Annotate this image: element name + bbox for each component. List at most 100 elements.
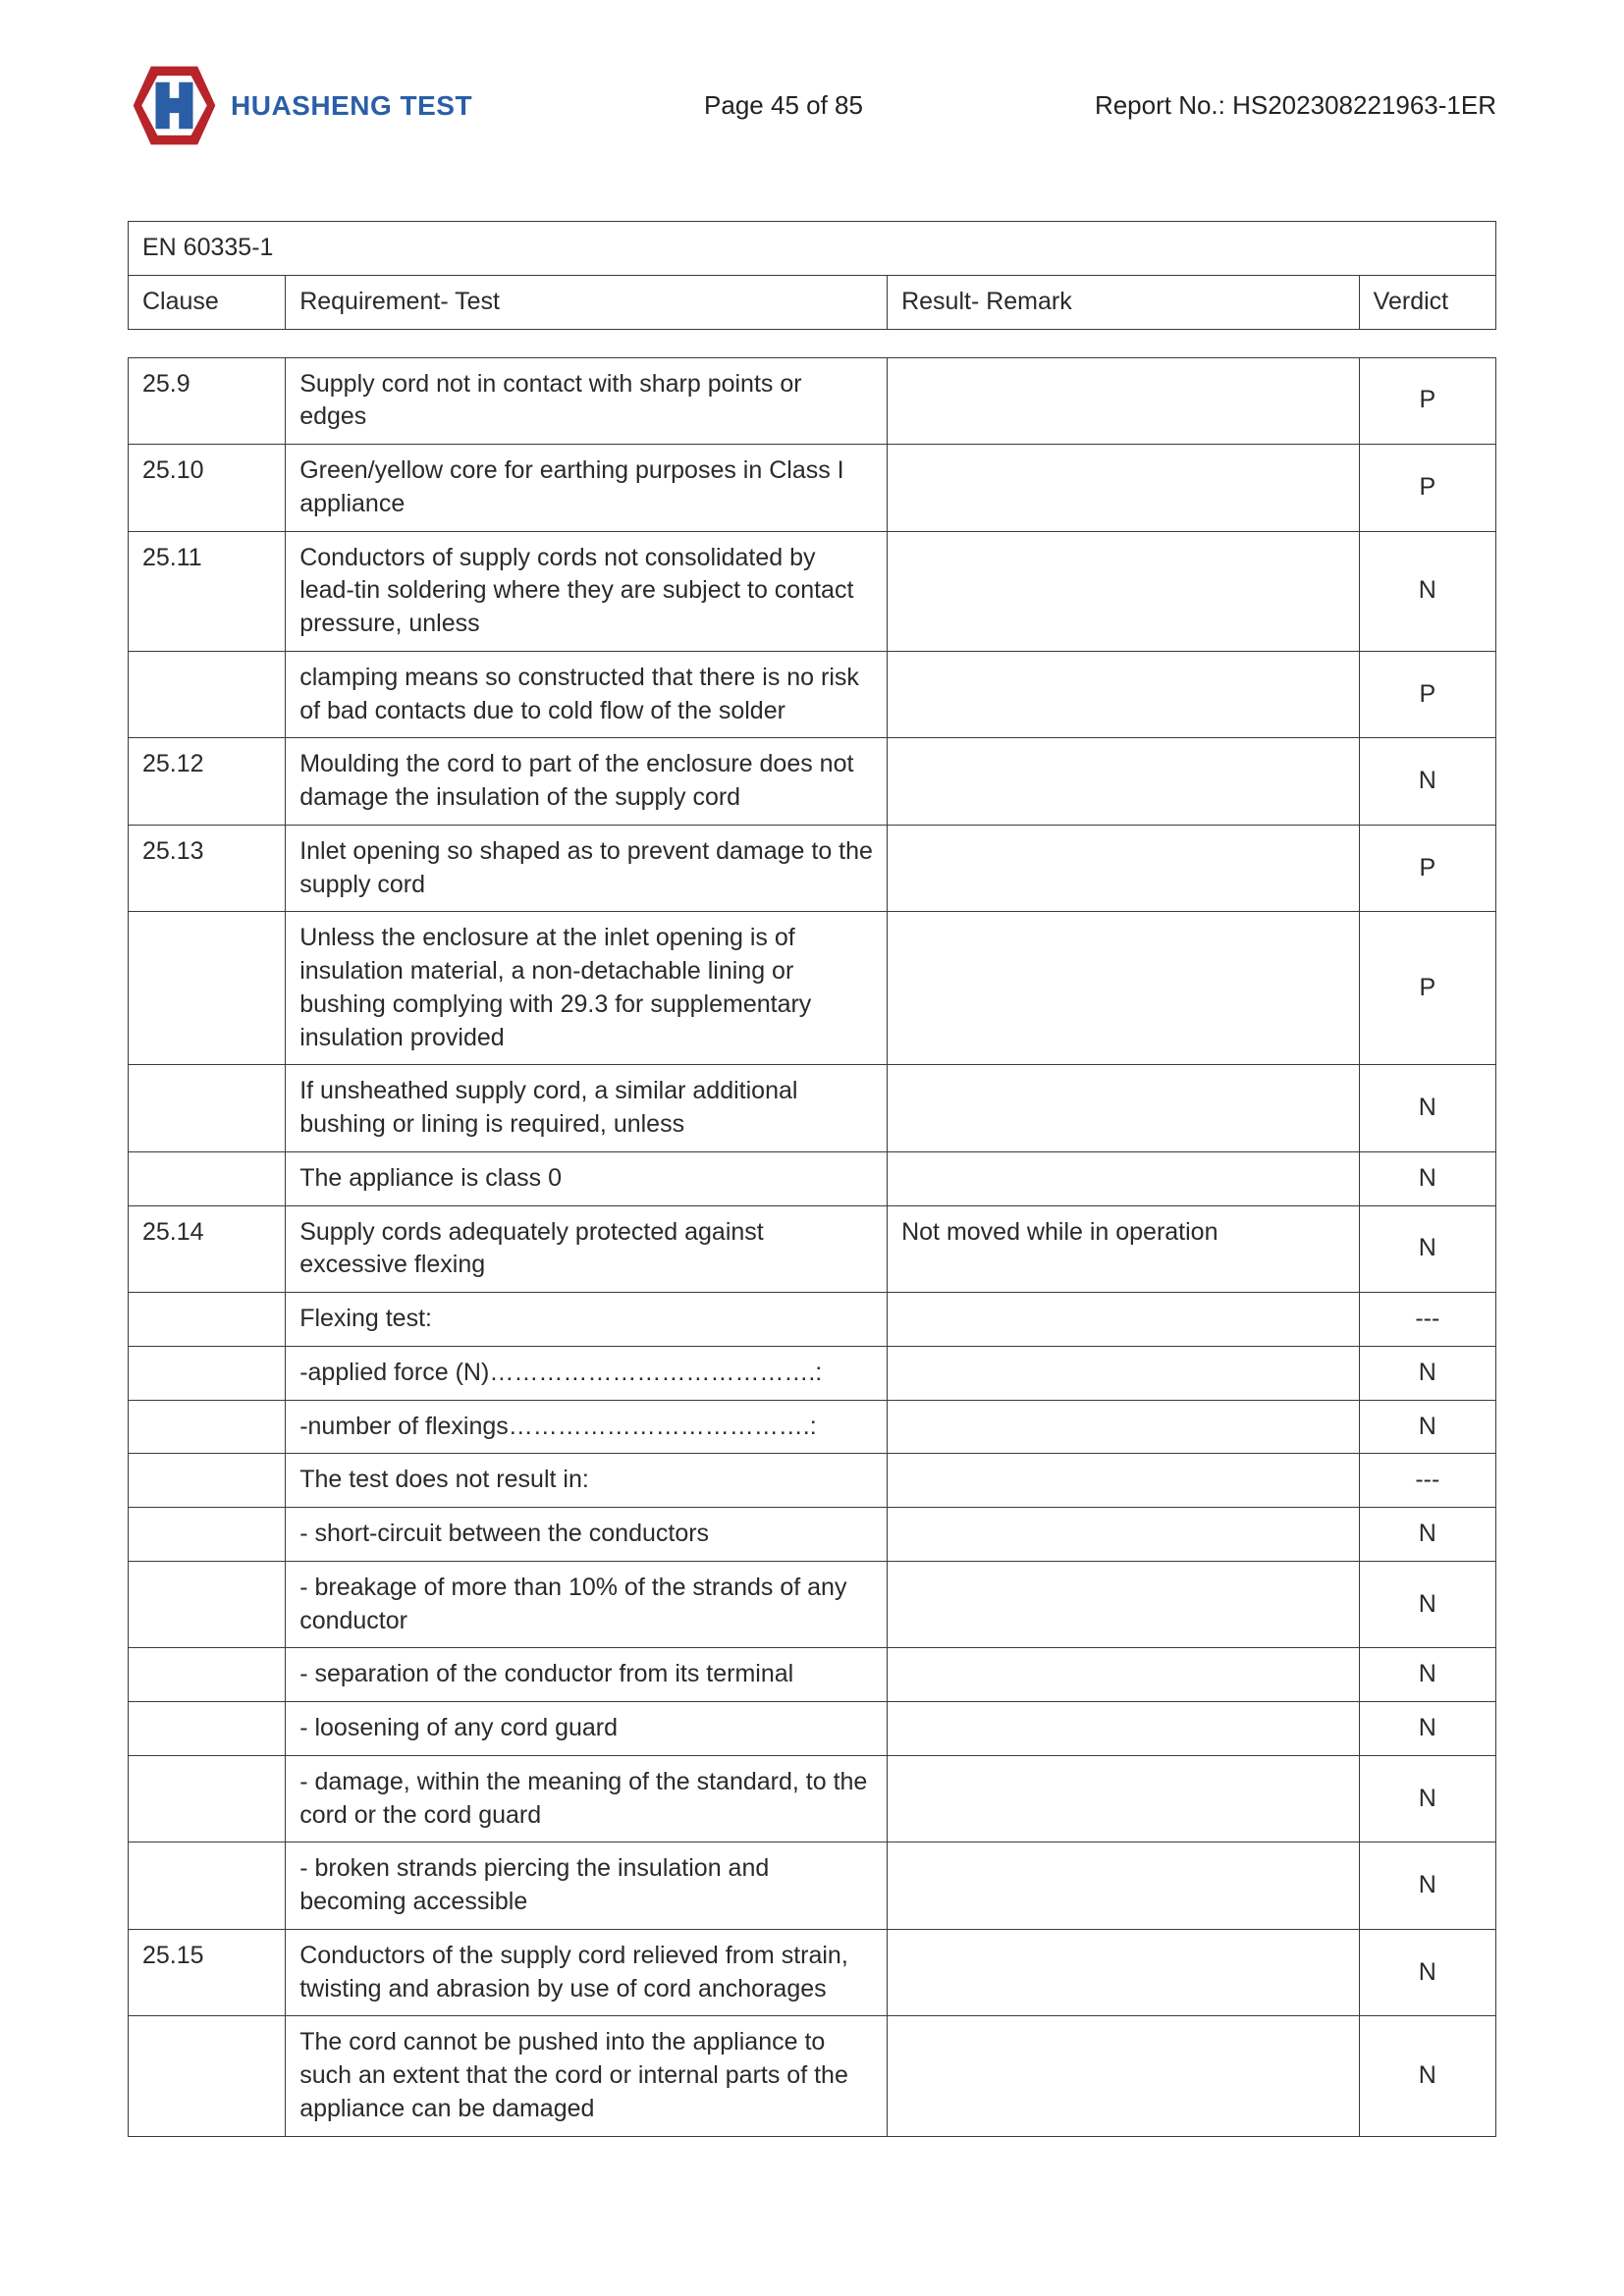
table-row: The test does not result in: --- — [129, 1454, 1496, 1508]
verdict-cell: N — [1359, 1346, 1495, 1400]
clause-cell — [129, 2016, 286, 2136]
requirement-cell: Flexing test: — [286, 1293, 888, 1347]
verdict-cell: N — [1359, 1648, 1495, 1702]
requirement-cell: Conductors of the supply cord relieved f… — [286, 1929, 888, 2016]
result-cell — [888, 2016, 1360, 2136]
clause-cell — [129, 1702, 286, 1756]
result-cell — [888, 1400, 1360, 1454]
clause-cell — [129, 1065, 286, 1152]
verdict-cell: N — [1359, 1842, 1495, 1930]
requirement-cell: -number of flexings……………………………….: — [286, 1400, 888, 1454]
clause-cell — [129, 1400, 286, 1454]
result-cell: Not moved while in operation — [888, 1205, 1360, 1293]
result-cell — [888, 1648, 1360, 1702]
table-row: EN 60335-1 — [129, 222, 1496, 276]
clause-cell — [129, 1755, 286, 1842]
clause-cell — [129, 912, 286, 1065]
requirement-cell: - broken strands piercing the insulation… — [286, 1842, 888, 1930]
requirement-cell: Supply cords adequately protected agains… — [286, 1205, 888, 1293]
result-cell — [888, 651, 1360, 738]
result-cell — [888, 1842, 1360, 1930]
verdict-cell: P — [1359, 825, 1495, 912]
verdict-cell: N — [1359, 1561, 1495, 1648]
clause-cell — [129, 1293, 286, 1347]
result-cell — [888, 445, 1360, 532]
clause-cell — [129, 1842, 286, 1930]
table-row: - separation of the conductor from its t… — [129, 1648, 1496, 1702]
requirement-cell: - breakage of more than 10% of the stran… — [286, 1561, 888, 1648]
verdict-cell: N — [1359, 1508, 1495, 1562]
clause-cell — [129, 1346, 286, 1400]
clause-cell — [129, 1151, 286, 1205]
verdict-cell: N — [1359, 738, 1495, 826]
requirement-cell: Moulding the cord to part of the enclosu… — [286, 738, 888, 826]
page-container: HUASHENG TEST Page 45 of 85 Report No.: … — [0, 0, 1624, 2196]
result-cell — [888, 1702, 1360, 1756]
clause-cell: 25.12 — [129, 738, 286, 826]
header-table: EN 60335-1 Clause Requirement- Test Resu… — [128, 221, 1496, 330]
verdict-cell: P — [1359, 357, 1495, 445]
requirement-cell: Conductors of supply cords not consolida… — [286, 531, 888, 651]
requirement-cell: Inlet opening so shaped as to prevent da… — [286, 825, 888, 912]
requirement-cell: Unless the enclosure at the inlet openin… — [286, 912, 888, 1065]
verdict-cell: --- — [1359, 1454, 1495, 1508]
table-row: The appliance is class 0N — [129, 1151, 1496, 1205]
logo-block: HUASHENG TEST — [128, 59, 472, 152]
result-cell — [888, 1346, 1360, 1400]
table-row: - broken strands piercing the insulation… — [129, 1842, 1496, 1930]
requirement-cell: -applied force (N)………………………………….: — [286, 1346, 888, 1400]
result-cell — [888, 1929, 1360, 2016]
requirement-cell: If unsheathed supply cord, a similar add… — [286, 1065, 888, 1152]
verdict-cell: N — [1359, 1205, 1495, 1293]
verdict-cell: N — [1359, 1065, 1495, 1152]
table-row: - short-circuit between the conductors N — [129, 1508, 1496, 1562]
verdict-cell: N — [1359, 531, 1495, 651]
result-cell — [888, 912, 1360, 1065]
requirement-cell: Supply cord not in contact with sharp po… — [286, 357, 888, 445]
requirement-cell: The test does not result in: — [286, 1454, 888, 1508]
table-row: 25.9Supply cord not in contact with shar… — [129, 357, 1496, 445]
table-row: 25.11Conductors of supply cords not cons… — [129, 531, 1496, 651]
verdict-cell: N — [1359, 1151, 1495, 1205]
result-cell — [888, 1065, 1360, 1152]
clause-cell — [129, 1508, 286, 1562]
verdict-cell: N — [1359, 1400, 1495, 1454]
huasheng-logo-icon — [128, 59, 221, 152]
verdict-cell: N — [1359, 2016, 1495, 2136]
table-row: -applied force (N)………………………………….: N — [129, 1346, 1496, 1400]
result-cell — [888, 357, 1360, 445]
clause-cell: 25.11 — [129, 531, 286, 651]
result-cell — [888, 1151, 1360, 1205]
table-row: Unless the enclosure at the inlet openin… — [129, 912, 1496, 1065]
standard-title: EN 60335-1 — [129, 222, 1496, 276]
data-table: 25.9Supply cord not in contact with shar… — [128, 357, 1496, 2137]
requirement-cell: Green/yellow core for earthing purposes … — [286, 445, 888, 532]
table-row: - damage, within the meaning of the stan… — [129, 1755, 1496, 1842]
verdict-cell: P — [1359, 912, 1495, 1065]
clause-cell: 25.13 — [129, 825, 286, 912]
table-row: 25.15Conductors of the supply cord relie… — [129, 1929, 1496, 2016]
requirement-cell: - short-circuit between the conductors — [286, 1508, 888, 1562]
verdict-cell: P — [1359, 651, 1495, 738]
requirement-cell: - damage, within the meaning of the stan… — [286, 1755, 888, 1842]
result-cell — [888, 1561, 1360, 1648]
verdict-cell: P — [1359, 445, 1495, 532]
clause-cell: 25.14 — [129, 1205, 286, 1293]
col-header-result: Result- Remark — [888, 275, 1360, 329]
clause-cell — [129, 1648, 286, 1702]
table-row: The cord cannot be pushed into the appli… — [129, 2016, 1496, 2136]
verdict-cell: N — [1359, 1755, 1495, 1842]
verdict-cell: N — [1359, 1929, 1495, 2016]
table-row: If unsheathed supply cord, a similar add… — [129, 1065, 1496, 1152]
report-number: Report No.: HS202308221963-1ER — [1095, 90, 1496, 121]
col-header-verdict: Verdict — [1359, 275, 1495, 329]
clause-cell — [129, 1561, 286, 1648]
verdict-cell: N — [1359, 1702, 1495, 1756]
col-header-requirement: Requirement- Test — [286, 275, 888, 329]
clause-cell — [129, 1454, 286, 1508]
clause-cell: 25.10 — [129, 445, 286, 532]
requirement-cell: clamping means so constructed that there… — [286, 651, 888, 738]
result-cell — [888, 1293, 1360, 1347]
page-number: Page 45 of 85 — [704, 90, 863, 121]
clause-cell: 25.9 — [129, 357, 286, 445]
